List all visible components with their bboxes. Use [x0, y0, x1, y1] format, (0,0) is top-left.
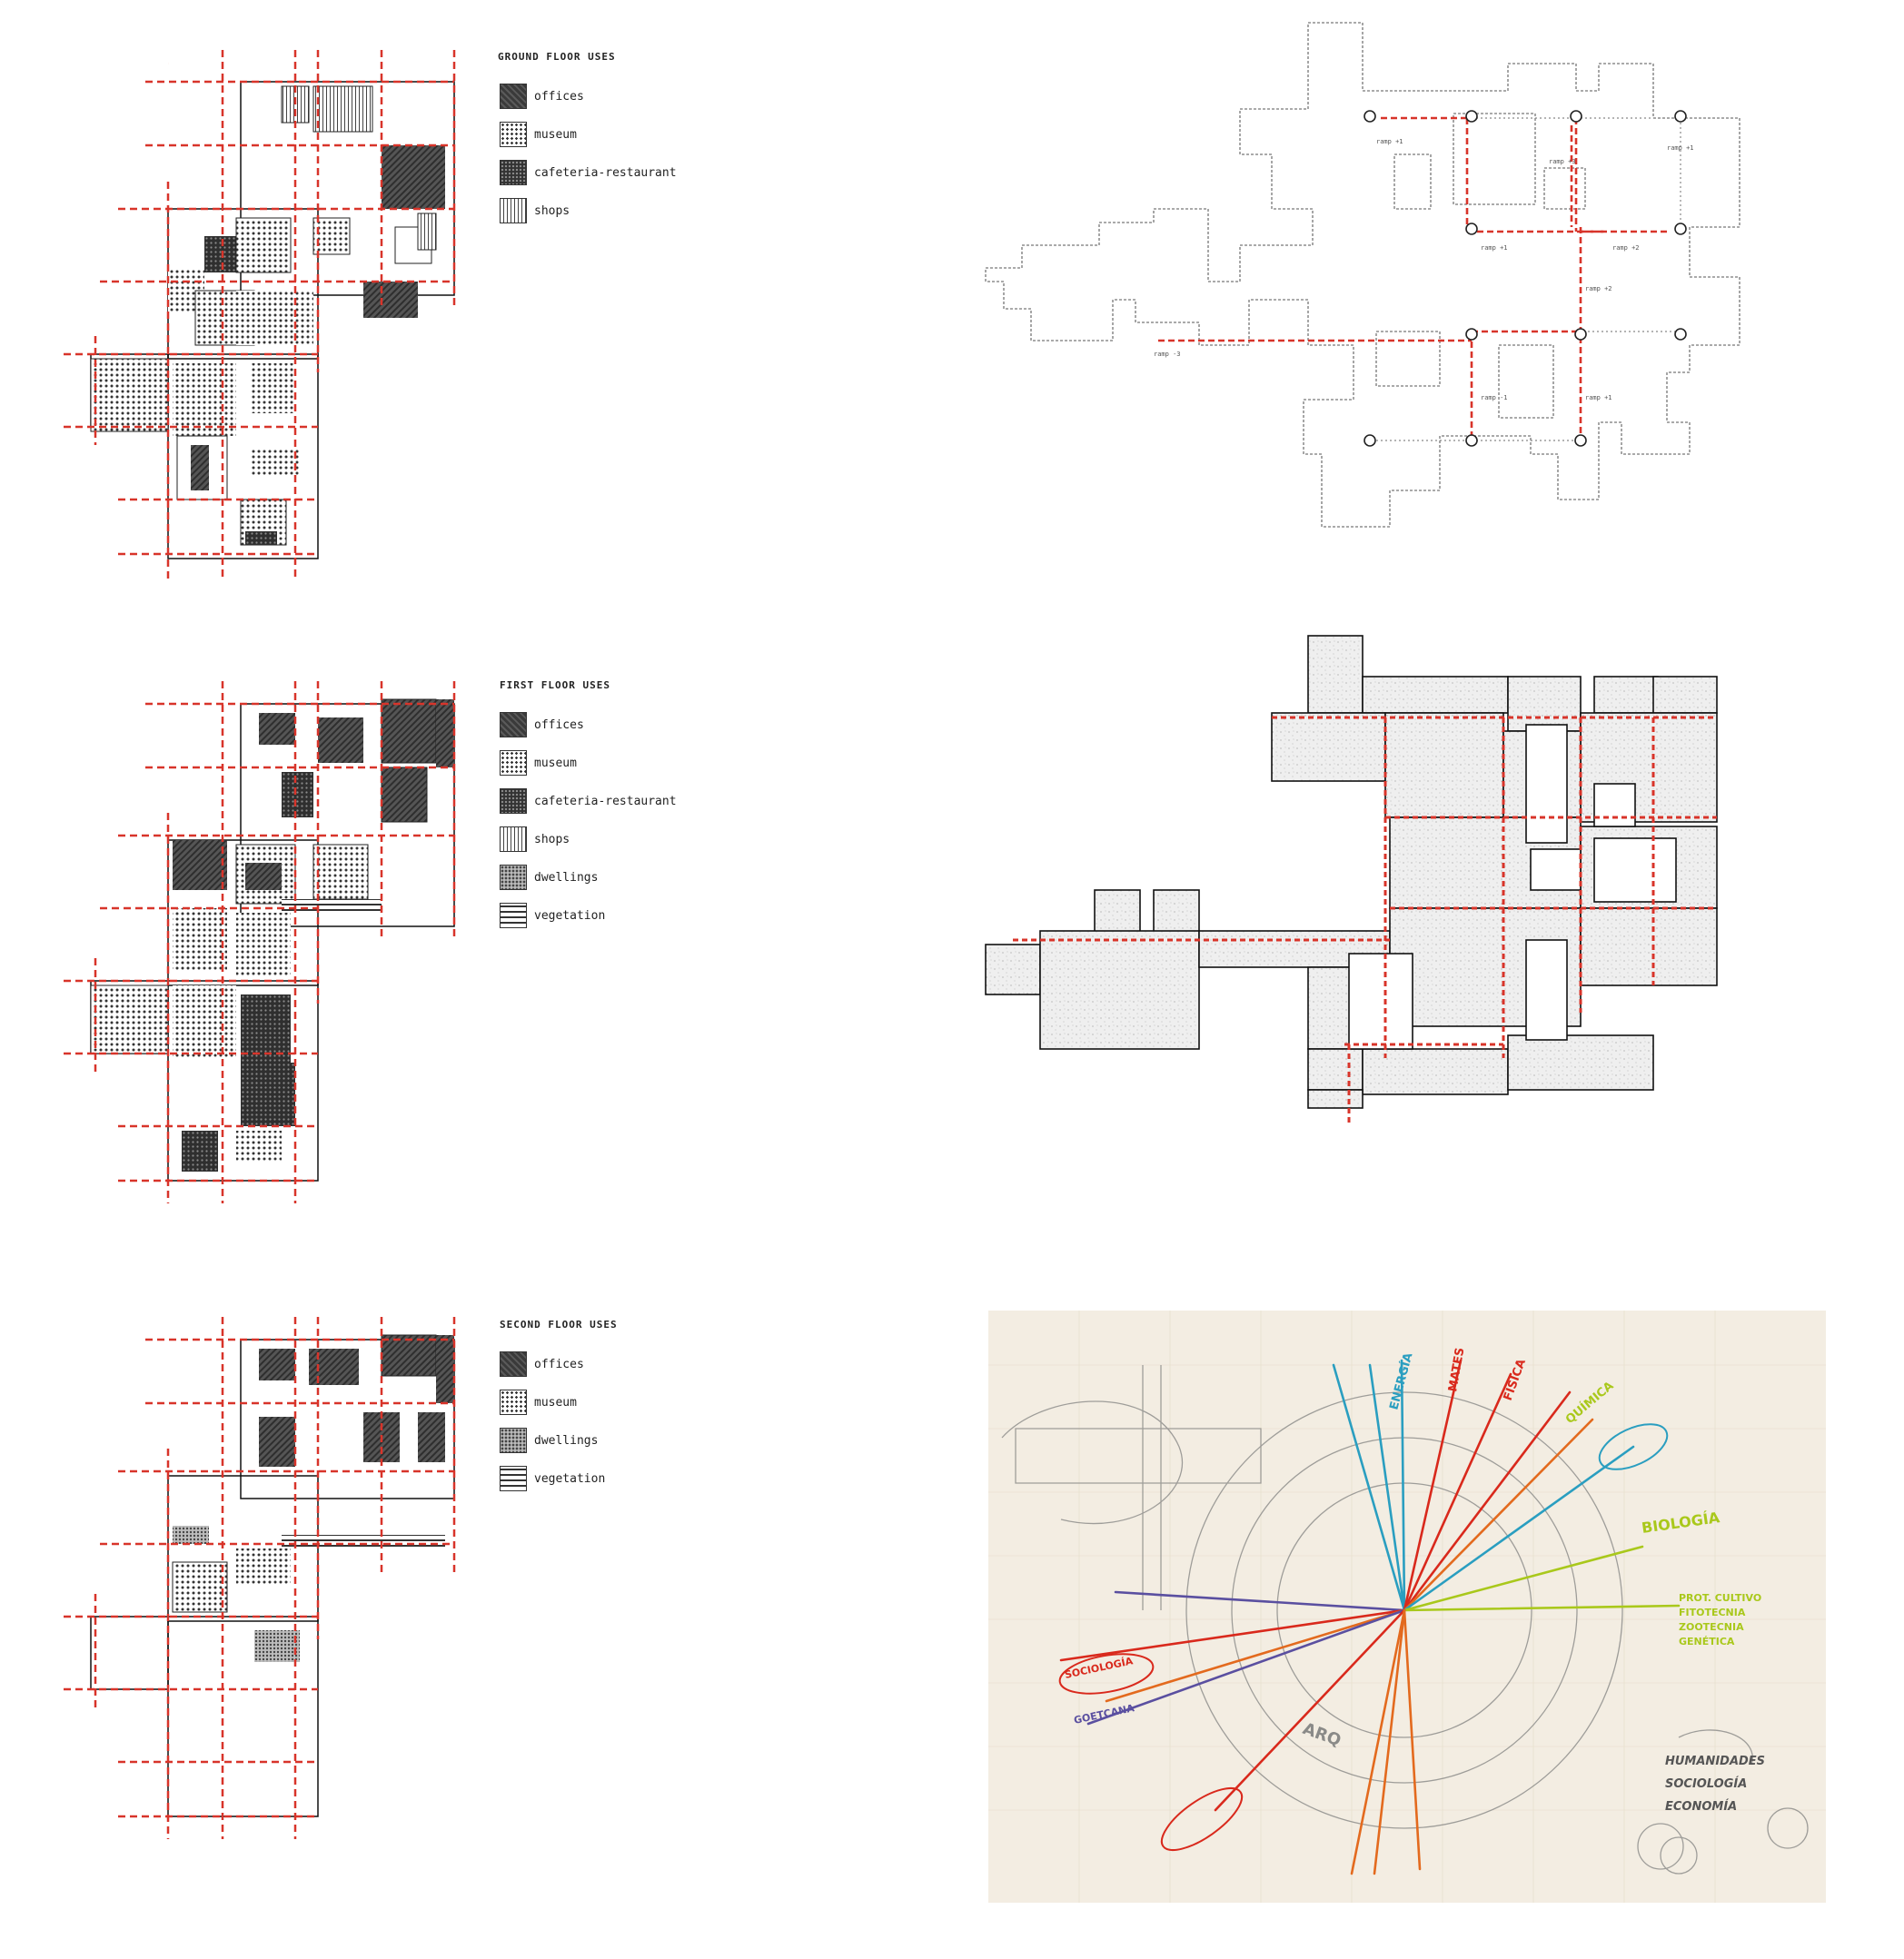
ramp-label: ramp +2: [1612, 244, 1640, 252]
second-floor-legend: SECOND FLOOR USES offices museum dwellin…: [498, 1319, 698, 1500]
cafeteria-swatch: [500, 788, 527, 814]
legend-label: shops: [534, 832, 570, 846]
first-floor-legend: FIRST FLOOR USES offices museum cafeteri…: [498, 679, 698, 934]
legend-row-shops: shops: [500, 196, 570, 225]
sketch-label: FITOTECNIA: [1679, 1607, 1746, 1618]
legend-row-offices: offices: [500, 710, 584, 739]
cafeteria-swatch: [500, 160, 527, 185]
legend-label: museum: [534, 127, 577, 142]
legend-label: cafeteria-restaurant: [534, 165, 677, 180]
ramp-label: ramp +2: [1585, 285, 1612, 292]
vegetation-swatch: [500, 1466, 527, 1491]
ramp-label: ramp +1: [1481, 244, 1508, 252]
vegetation-swatch: [500, 903, 527, 928]
legend-label: shops: [534, 203, 570, 218]
ramp-label: ramp +1: [1667, 144, 1694, 152]
museum-swatch: [500, 122, 527, 147]
second-floor-plan: [64, 1317, 456, 1839]
legend-row-museum: museum: [500, 748, 577, 777]
legend-row-vegetation: vegetation: [500, 1464, 605, 1493]
ground-floor-legend: GROUND FLOOR USES offices museum cafeter…: [498, 51, 698, 233]
legend-label: museum: [534, 1395, 577, 1410]
sketch-label: HUMANIDADES: [1665, 1755, 1765, 1768]
legend-title: GROUND FLOOR USES: [498, 51, 616, 63]
legend-title: FIRST FLOOR USES: [500, 679, 610, 691]
shops-swatch: [500, 198, 527, 223]
legend-row-cafeteria: cafeteria-restaurant: [500, 158, 677, 187]
legend-label: museum: [534, 756, 577, 770]
legend-label: vegetation: [534, 908, 606, 923]
offices-swatch: [500, 712, 527, 737]
legend-row-dwellings: dwellings: [500, 1426, 598, 1455]
legend-label: offices: [534, 89, 584, 104]
legend-label: cafeteria-restaurant: [534, 794, 677, 808]
legend-title: SECOND FLOOR USES: [500, 1319, 618, 1331]
sketch-label: ECONOMÍA: [1665, 1799, 1737, 1814]
legend-label: dwellings: [534, 870, 599, 885]
sketch-label: SOCIOLOGÍA: [1665, 1776, 1747, 1791]
ramp-label: ramp -3: [1154, 351, 1181, 358]
legend-label: offices: [534, 1357, 584, 1371]
legend-row-cafeteria: cafeteria-restaurant: [500, 787, 677, 816]
legend-label: offices: [534, 717, 584, 732]
dwellings-swatch: [500, 1428, 527, 1453]
circulation-ramps-plan: ramp +1 ramp +1 ramp +2 ramp -3 ramp +1 …: [985, 22, 1740, 528]
legend-row-vegetation: vegetation: [500, 901, 605, 930]
sketch-label: GENÉTICA: [1679, 1636, 1735, 1647]
ramp-label: ramp +1: [1585, 394, 1612, 401]
sketch-label: PROT. CULTIVO: [1679, 1592, 1761, 1604]
offices-swatch: [500, 1351, 527, 1377]
legend-row-museum: museum: [500, 120, 577, 149]
museum-swatch: [500, 1390, 527, 1415]
legend-label: dwellings: [534, 1433, 599, 1448]
ramp-node-icons: [1364, 110, 1687, 447]
legend-row-dwellings: dwellings: [500, 863, 598, 892]
legend-row-museum: museum: [500, 1388, 577, 1417]
sketch-label: ZOOTECNIA: [1679, 1621, 1744, 1633]
legend-row-offices: offices: [500, 82, 584, 111]
ground-floor-plan: [64, 50, 456, 581]
ramp-label: ramp -1: [1481, 394, 1508, 401]
legend-row-offices: offices: [500, 1350, 584, 1379]
offices-swatch: [500, 84, 527, 109]
museum-swatch: [500, 750, 527, 776]
ramp-label: ramp +1: [1376, 138, 1403, 145]
legend-row-shops: shops: [500, 825, 570, 854]
structural-massing-plan: [985, 635, 1718, 1126]
dwellings-swatch: [500, 865, 527, 890]
first-floor-plan: [64, 681, 456, 1203]
ramp-label: ramp +3: [1549, 158, 1576, 165]
shops-swatch: [500, 826, 527, 852]
radial-sketch-diagram: ENERGÍA MATES FÍSICA QUÍMICA BIOLOGÍA SO…: [988, 1311, 1826, 1903]
legend-label: vegetation: [534, 1471, 606, 1486]
